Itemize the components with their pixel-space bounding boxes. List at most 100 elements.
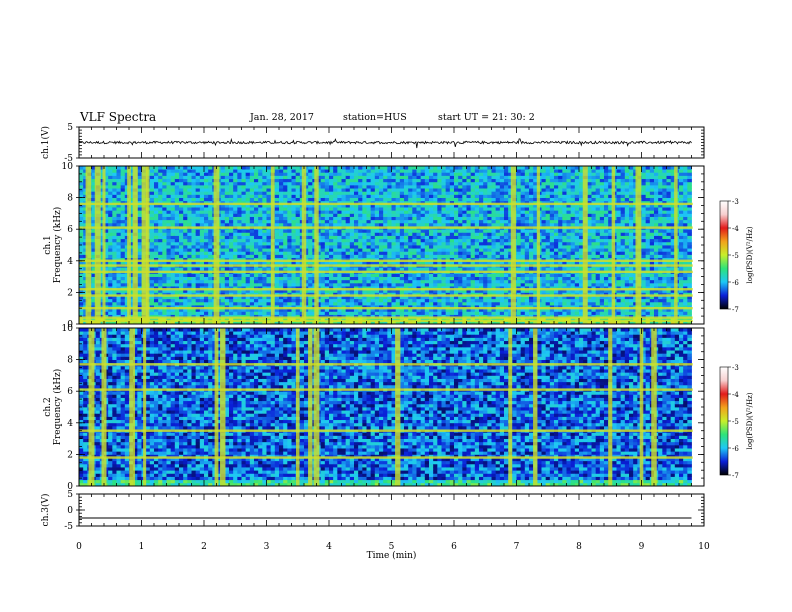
spectrogram-cell [462, 279, 467, 284]
spectrogram-cell [266, 248, 272, 252]
spectrogram-cell [449, 184, 455, 189]
spectrogram-cell [333, 194, 338, 198]
spectrogram-cell [112, 238, 117, 243]
spectrogram-cell [379, 166, 384, 170]
spectrogram-cell [266, 276, 272, 281]
spectrogram-cell [412, 203, 417, 208]
spectrogram-cell [91, 289, 97, 293]
spectrogram-cell [424, 232, 430, 236]
spectrogram-cell [162, 188, 167, 192]
spectrogram-cell [337, 298, 342, 303]
spectrogram-cell [308, 172, 313, 176]
spectrogram-cell [266, 194, 272, 198]
spectrogram-cell [349, 166, 355, 170]
spectrogram-cell [449, 194, 455, 198]
spectrogram-cell [412, 169, 417, 173]
spectrogram-cell [241, 200, 247, 205]
spectrogram-cell [374, 241, 380, 246]
spectrogram-cell [366, 282, 372, 287]
spectrogram-cell [179, 251, 184, 255]
spectrogram-cell [279, 207, 284, 211]
spectrogram-cell [408, 257, 413, 262]
station-label: station=HUS [343, 112, 407, 123]
spectrogram-cell [391, 314, 397, 319]
spectrogram-cell [104, 295, 109, 300]
spectrogram-cell [379, 295, 384, 300]
spectrogram-cell [258, 172, 263, 176]
spectrogram-cell [187, 194, 192, 198]
spectrogram-cell [116, 273, 122, 277]
spectrogram-cell [120, 298, 126, 303]
spectrogram-cell [366, 276, 372, 281]
spectrogram-cell [99, 191, 105, 195]
spectrogram-cell [349, 248, 355, 252]
spectrogram-cell [462, 248, 467, 252]
spectrogram-cell [254, 308, 259, 312]
spectrogram-cell [154, 219, 159, 224]
spectrogram-cell [358, 232, 363, 236]
spectrogram-cell [83, 232, 88, 236]
spectrogram-cell [266, 311, 272, 315]
spectrogram-cell [458, 222, 463, 227]
spectrogram-cell [154, 184, 159, 189]
spectrogram-cell [479, 260, 484, 265]
spectrogram-cell [454, 308, 459, 312]
spectrogram-cell [124, 279, 130, 284]
spectrogram-cell [149, 257, 155, 262]
spectrogram-cell [404, 254, 409, 259]
spectrogram-cell [283, 175, 288, 180]
spectrogram-cell [174, 308, 180, 312]
spectrogram-cell [374, 245, 380, 249]
spectrogram-cell [295, 191, 301, 195]
spectrogram-cell [254, 210, 259, 214]
spectrogram-cell [329, 279, 334, 284]
spectrogram-cell [433, 229, 438, 233]
spectrogram-cell [333, 267, 338, 271]
spectrogram-cell [154, 279, 159, 284]
spectrogram-cell [241, 248, 247, 252]
spectrogram-cell [224, 273, 230, 277]
spectrogram-cell [454, 188, 459, 192]
spectrogram-cell [479, 273, 484, 277]
spectrogram-cell [320, 295, 326, 300]
spectrogram-cell [383, 282, 388, 287]
spectrogram-cell [208, 172, 213, 176]
spectrogram-cell [441, 248, 447, 252]
spectrogram-cell [449, 260, 455, 265]
spectrogram-cell [79, 295, 84, 300]
spectrogram-cell [91, 251, 97, 255]
spectrogram-cell [358, 295, 363, 300]
spectrogram-cell [262, 216, 267, 221]
spectrogram-cell [112, 273, 117, 277]
spectrogram-cell [433, 248, 438, 252]
spectrogram-cell [412, 311, 417, 315]
spectrogram-cell [254, 273, 259, 277]
spectrogram-cell [379, 181, 384, 186]
spectrogram-cell [304, 317, 309, 322]
spectrogram-cell [199, 320, 205, 324]
spectrogram-cell [187, 210, 192, 214]
spectrogram-cell [120, 289, 126, 293]
spectrogram-cell [283, 314, 288, 319]
spectrogram-cell [349, 194, 355, 198]
spectrogram-cell [116, 229, 122, 233]
spectrogram-cell [370, 216, 376, 221]
spectrogram-cell [91, 175, 97, 180]
spectrogram-cell [420, 181, 426, 186]
spectrogram-cell [420, 279, 426, 284]
spectrogram-cell [187, 184, 192, 189]
spectrogram-cell [441, 181, 447, 186]
spectrogram-cell [108, 213, 113, 217]
spectrogram-cell [249, 238, 255, 243]
spectrogram-cell [241, 282, 247, 287]
spectrogram-cell [279, 178, 284, 183]
spectrogram-cell [354, 238, 359, 243]
spectrogram-cell [291, 207, 297, 211]
spectrogram-cell [316, 184, 322, 189]
spectrogram-cell [449, 305, 455, 309]
spectrogram-cell [437, 184, 442, 189]
spectrogram-cell [362, 273, 367, 277]
spectrogram-cell [154, 241, 159, 246]
spectrogram-cell [295, 298, 301, 303]
spectrogram-cell [308, 286, 313, 290]
